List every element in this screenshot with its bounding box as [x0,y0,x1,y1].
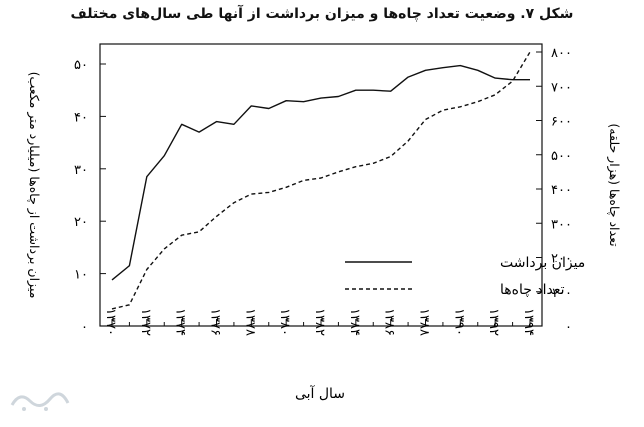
axes: ۰۱۰۲۰۳۰۴۰۵۰۰۱۰۰۲۰۰۳۰۰۴۰۰۵۰۰۶۰۰۷۰۰۸۰۰۱۳۷۰… [74,46,572,336]
y-right-tick-label: ۷۰۰ [551,80,572,95]
y-right-tick-label: ۵۰۰ [551,149,572,164]
plot-frame [99,43,543,327]
x-tick-label: ۱۳۷۴ [173,308,188,336]
y-left-tick-label: ۱۰ [74,268,88,283]
y-left-tick-label: ۵۰ [74,58,88,73]
x-tick-label: ۱۳۹۴ [521,308,536,336]
x-tick-label: ۱۳۸۸ [417,308,432,336]
x-tick-label: ۱۳۹۲ [486,308,501,336]
series-group [111,51,531,310]
x-tick-label: ۱۳۸۲ [312,308,327,336]
x-tick-label: ۱۳۸۴ [347,308,362,336]
x-axis-label: سال آبی [295,385,345,402]
x-tick-label: ۱۳۷۲ [138,308,153,336]
x-tick-label: ۱۳۷۶ [208,308,223,336]
x-tick-label: ۱۳۷۸ [242,308,257,336]
series-line-wells [111,51,531,310]
y-right-tick-label: ۱۰۰ [551,286,572,301]
x-tick-label: ۱۳۸۶ [382,308,397,336]
y-right-tick-label: ۳۰۰ [551,217,572,232]
y-right-tick-label: ۲۰۰ [551,252,572,267]
y-right-tick-label: ۴۰۰ [551,183,572,198]
series-line-withdrawal [111,64,530,281]
y-left-tick-label: ۳۰ [74,163,88,178]
y-right-axis-label: تعداد چاه‌ها (هزار حلقه) [606,123,622,247]
y-right-tick-label: ۰ [565,320,572,335]
y-left-tick-label: ۰ [81,320,88,335]
legend: میزان برداشت تعداد چاه‌ها [345,255,585,298]
y-left-axis-label: میزان برداشت از چاه‌ها (میلیارد متر مکعب… [26,72,42,299]
x-tick-label: ۱۳۹۰ [451,308,466,336]
chart-title: شکل ۷. وضعیت تعداد چاه‌ها و میزان برداشت… [70,6,574,22]
x-tick-label: ۱۳۷۰ [103,308,118,336]
y-left-tick-label: ۴۰ [74,110,88,125]
x-tick-label: ۱۳۸۰ [277,308,292,336]
watermark-logo [10,392,70,411]
y-right-tick-label: ۶۰۰ [551,115,572,130]
legend-label-wells: تعداد چاه‌ها [500,282,565,298]
y-left-tick-label: ۲۰ [74,215,88,230]
y-right-tick-label: ۸۰۰ [551,46,572,61]
legend-label-withdrawal: میزان برداشت [500,255,585,271]
